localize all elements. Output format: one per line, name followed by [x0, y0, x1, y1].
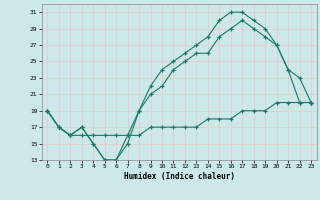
X-axis label: Humidex (Indice chaleur): Humidex (Indice chaleur): [124, 172, 235, 181]
